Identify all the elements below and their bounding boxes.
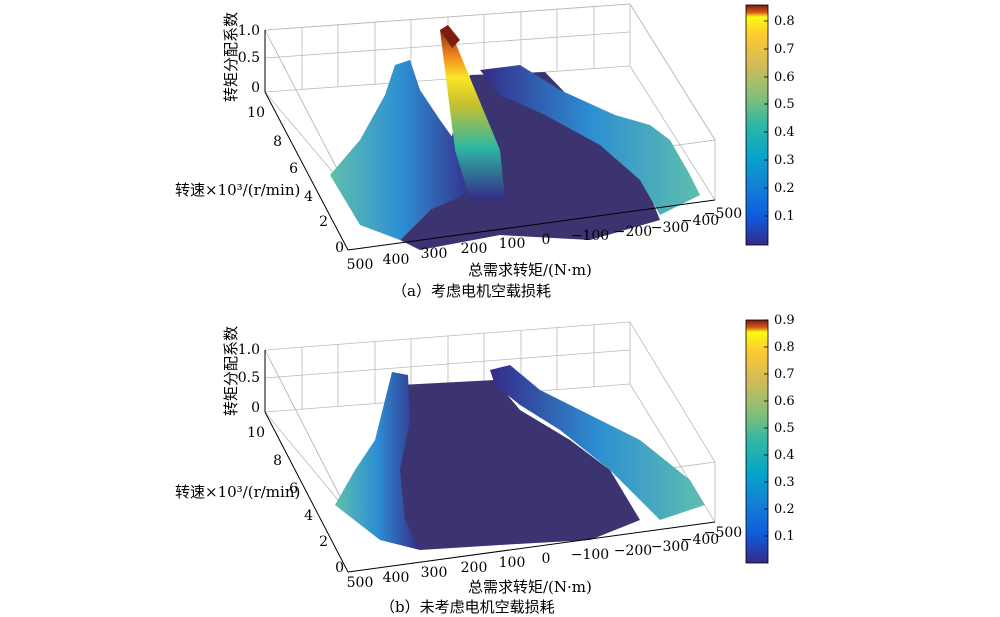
caption-a: （a）考虑电机空载损耗 [392,282,551,300]
y-tick-a-0: 0 [335,240,344,256]
cb-tick-a-5: 0.3 [774,153,795,168]
surface-ridge-a [440,25,505,200]
z-tick-b-3: 0 [251,400,260,416]
cb-tick-a-0: 0.8 [774,14,795,29]
xlabel-a: 总需求转矩/(N·m) [468,261,592,279]
cb-tick-a-4: 0.4 [774,125,795,140]
xlabel-b: 总需求转矩/(N·m) [468,578,592,596]
colorbar-ticks-b [764,319,768,537]
y-tick-b-8: 8 [273,453,282,469]
x-tick-b-m400: −400 [681,532,719,548]
z-tick-a-1: 1.0 [238,23,260,39]
x-tick-a-m100: −100 [571,228,609,244]
cb-tick-a-6: 0.2 [774,181,795,196]
surface-flat-b [385,380,640,550]
z-tick-b-1: 1.0 [238,342,260,358]
surface-ridge-top-a [440,25,460,48]
y-tick-b-0: 0 [335,560,344,576]
x-tick-b-300: 300 [421,565,448,581]
y-tick-a-8: 8 [273,134,282,150]
cb-tick-a-2: 0.6 [774,70,795,85]
axes-b [264,350,716,573]
x-tick-b-m500: −500 [704,525,742,541]
x-tick-a-400: 400 [383,252,410,268]
back-wall-grid-b [264,321,716,523]
surface-right-wall-b [490,365,705,520]
x-tick-b-200: 200 [461,560,488,576]
surface-left-wall-b [335,372,420,550]
cb-tick-b-6: 0.3 [774,475,795,490]
cb-tick-b-7: 0.2 [774,502,795,517]
y-tick-b-6: 6 [289,481,298,497]
y-tick-a-10: 10 [247,105,265,121]
axes-a [264,30,716,251]
ylabel-a: 转速×10³/(r/min) [175,181,300,199]
caption-b: （b）未考虑电机空载损耗 [380,598,555,616]
colorbar-ticks-a [764,20,768,217]
surface-left-wall-a [330,60,475,240]
cb-tick-a-3: 0.5 [774,97,795,112]
y-tick-b-4: 4 [304,508,313,524]
surface-right-wall-a [480,65,700,215]
x-tick-b-100: 100 [499,555,526,571]
x-tick-b-m100: −100 [571,547,609,563]
x-tick-a-500: 500 [347,257,374,273]
cb-tick-b-8: 0.1 [774,529,795,544]
ylabel-b: 转速×10³/(r/min) [175,483,300,501]
x-tick-a-m200: −200 [614,224,652,240]
x-tick-a-0: 0 [542,232,551,248]
x-tick-b-m300: −300 [651,539,689,555]
panel-a: 1.0 0.5 0 10 8 6 4 2 0 500 400 300 200 1… [175,3,795,300]
cb-tick-b-1: 0.8 [774,340,795,355]
zlabel-a: 转矩分配系数 [222,12,240,102]
cb-tick-b-0: 0.9 [774,313,795,328]
x-tick-a-200: 200 [461,241,488,257]
y-tick-a-4: 4 [304,189,313,205]
y-tick-a-2: 2 [319,214,328,230]
y-tick-a-6: 6 [289,161,298,177]
z-tick-a-2: 0.5 [238,50,260,66]
z-tick-b-2: 0.5 [238,370,260,386]
colorbar-a [745,4,769,246]
cb-tick-b-5: 0.4 [774,448,795,463]
cb-tick-a-7: 0.1 [774,209,795,224]
cb-tick-b-3: 0.6 [774,394,795,409]
x-tick-b-400: 400 [383,570,410,586]
cb-tick-b-2: 0.7 [774,367,795,382]
zlabel-b: 转矩分配系数 [222,326,240,416]
x-tick-a-m400: −400 [681,213,719,229]
colorbar-b [745,319,769,564]
cb-tick-a-1: 0.7 [774,42,795,57]
y-tick-b-2: 2 [319,534,328,550]
x-tick-b-0: 0 [542,551,551,567]
cb-tick-b-4: 0.5 [774,421,795,436]
z-tick-a-3: 0 [251,80,260,96]
y-tick-b-10: 10 [247,425,265,441]
x-tick-a-m500: −500 [704,206,742,222]
x-tick-a-m300: −300 [651,220,689,236]
x-tick-a-100: 100 [499,236,526,252]
x-tick-a-300: 300 [421,246,448,262]
x-tick-b-m200: −200 [614,543,652,559]
x-tick-b-500: 500 [347,575,374,591]
panel-b: 1.0 0.5 0 10 8 6 4 2 0 500 400 300 200 1… [175,313,795,616]
